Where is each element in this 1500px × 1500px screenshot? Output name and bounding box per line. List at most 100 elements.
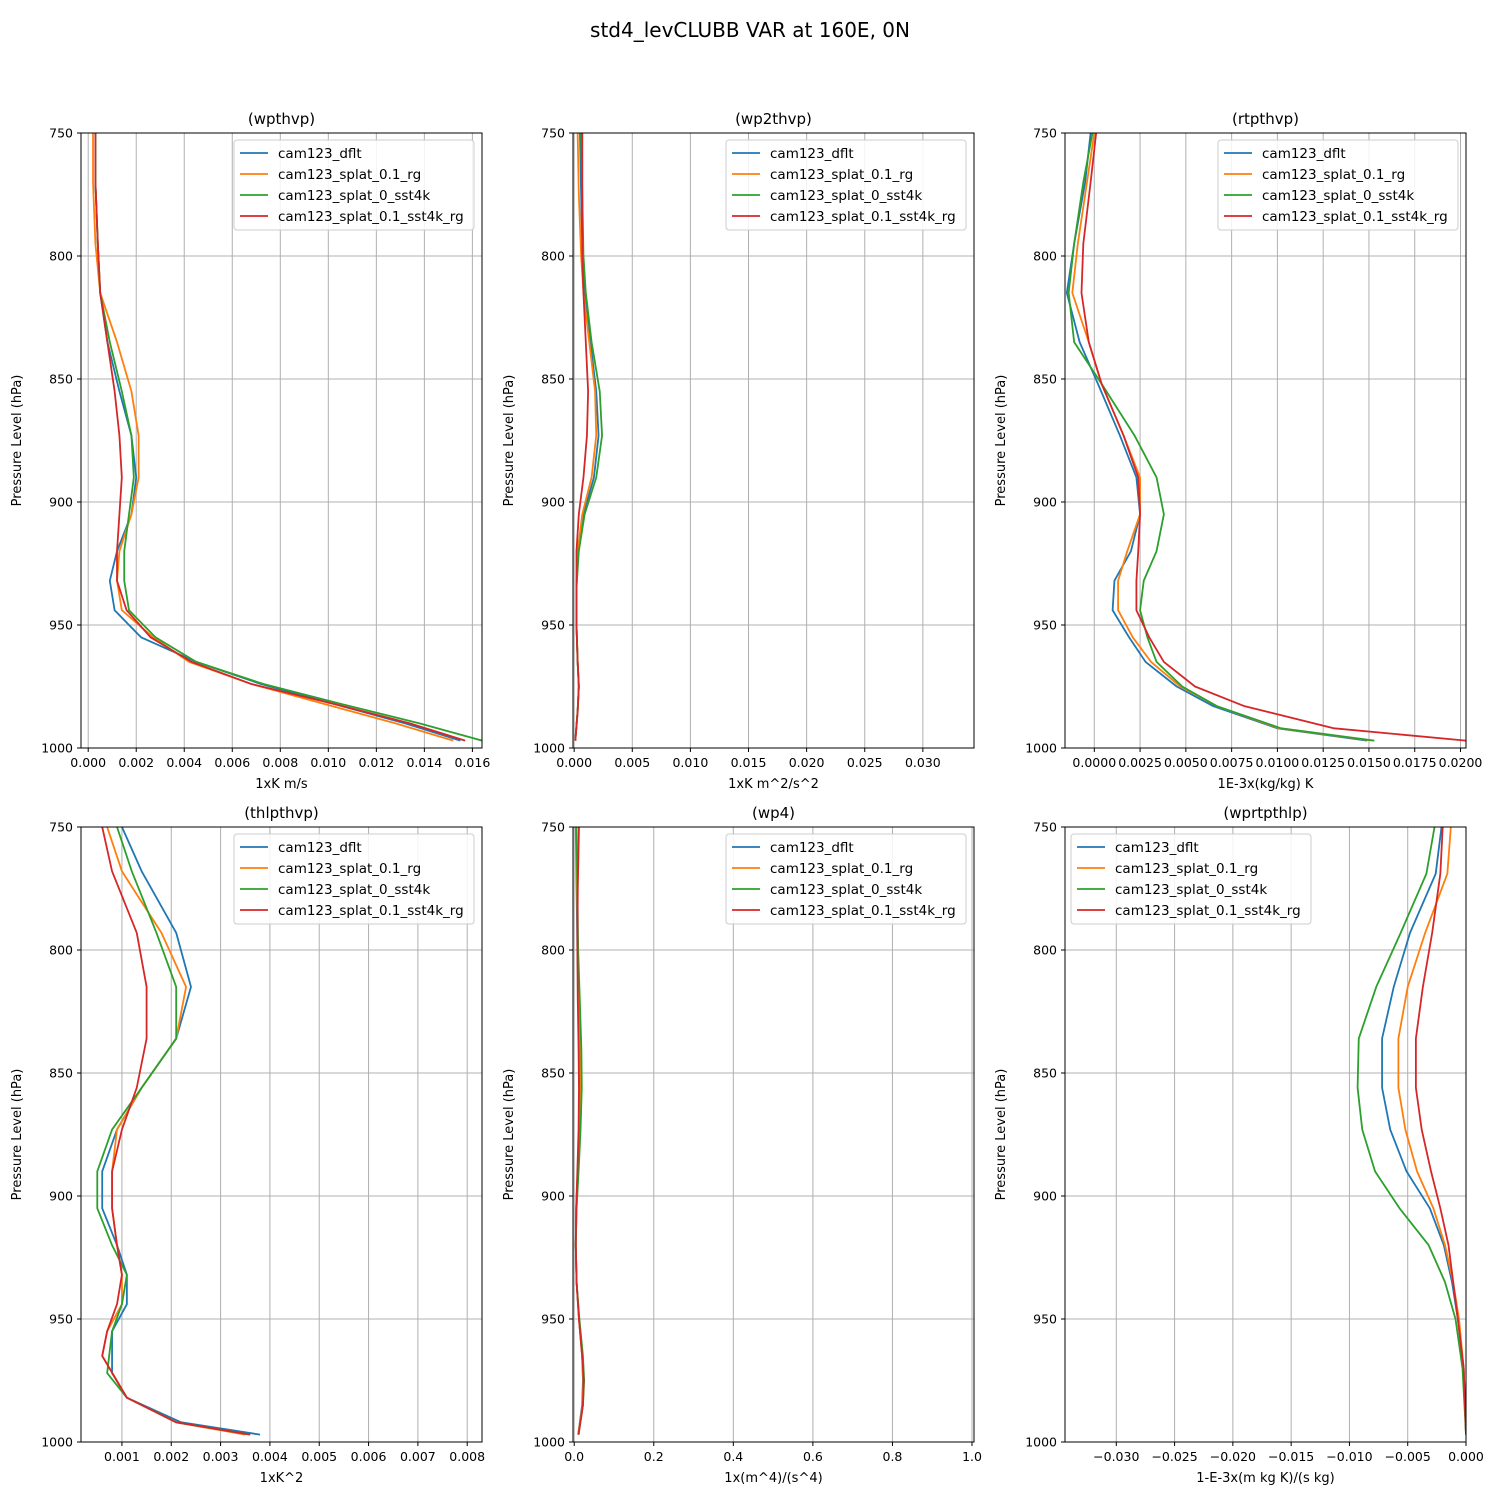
- x-tick-label: 0.003: [203, 1449, 239, 1464]
- x-tick-label: 0.010: [310, 755, 346, 770]
- y-tick-label: 950: [1033, 1312, 1057, 1327]
- legend: cam123_dflt cam123_splat_0.1_rg cam123_spl…: [1217, 139, 1459, 231]
- x-axis-label: 1E-3x(kg/kg) K: [1218, 777, 1314, 792]
- y-tick-label: 1000: [1025, 1435, 1057, 1450]
- y-tick-label: 750: [541, 820, 565, 835]
- panel-2: 0.000 0.005 0.010 0.015 0.020 0.025 0.030 750 80…: [502, 110, 975, 792]
- legend-label: cam123_splat_0.1_sst4k_rg: [770, 903, 956, 919]
- panel-title: (wprtpthlp): [1223, 804, 1307, 822]
- x-axis-label: 1x(m^4)/(s^4): [724, 1471, 822, 1486]
- axes-frame: [1064, 132, 1467, 749]
- legend-label: cam123_splat_0.1_rg: [278, 167, 421, 183]
- panel-6: −0.030 −0.025 −0.020 −0.015 −0.010 −0.005 0.00…: [994, 804, 1484, 1486]
- legend-label: cam123_splat_0_sst4k: [278, 882, 430, 898]
- legend-label: cam123_dflt: [1262, 146, 1346, 162]
- y-tick-label: 1000: [533, 1435, 565, 1450]
- legend: cam123_dflt cam123_splat_0.1_rg cam123_spl…: [1070, 833, 1312, 925]
- y-tick-label: 750: [1033, 820, 1057, 835]
- legend-label: cam123_dflt: [278, 146, 362, 162]
- series-line-1: [1381, 827, 1466, 1435]
- legend: cam123_dflt cam123_splat_0.1_rg cam123_spl…: [233, 139, 475, 231]
- panel-5: 0.0 0.2 0.4 0.6 0.8 1.0 750 800 850 900 950 1000 (wp…: [502, 804, 982, 1486]
- legend-label: cam123_dflt: [1115, 840, 1199, 856]
- y-tick-label: 850: [1033, 1066, 1057, 1081]
- panel-1: 0.000 0.002 0.004 0.006 0.008 0.010 0.012 0.014…: [10, 110, 490, 792]
- y-tick-label: 950: [541, 1312, 565, 1327]
- x-axis-label: 1xK m/s: [255, 777, 308, 792]
- y-tick-label: 850: [541, 372, 565, 387]
- panel-title: (wp2thvp): [735, 110, 812, 128]
- series-line-4: [1414, 827, 1466, 1435]
- y-tick-label: 800: [541, 249, 565, 264]
- y-tick-label: 800: [541, 943, 565, 958]
- legend: cam123_dflt cam123_splat_0.1_rg cam123_spl…: [233, 833, 475, 925]
- legend-label: cam123_splat_0.1_sst4k_rg: [1262, 209, 1448, 225]
- x-tick-label: 0.004: [252, 1449, 288, 1464]
- y-tick-label: 850: [49, 372, 73, 387]
- series-group: [574, 133, 603, 741]
- x-tick-label: 0.020: [789, 755, 825, 770]
- legend-label: cam123_splat_0.1_sst4k_rg: [278, 903, 464, 919]
- series-group: [1065, 133, 1466, 742]
- legend-box: [725, 139, 967, 231]
- y-tick-label: 950: [49, 1312, 73, 1327]
- y-tick-label: 900: [1033, 495, 1057, 510]
- x-tick-label: 0.006: [214, 755, 250, 770]
- legend-label: cam123_splat_0.1_rg: [1262, 167, 1405, 183]
- legend-label: cam123_splat_0_sst4k: [770, 188, 922, 204]
- x-tick-label: 0.012: [358, 755, 394, 770]
- y-tick-label: 1000: [1025, 741, 1057, 756]
- panel-title: (wpthvp): [248, 110, 315, 128]
- x-tick-label: 0.016: [454, 755, 490, 770]
- series-line-2: [574, 133, 598, 741]
- x-tick-label: 0.0000: [1072, 755, 1116, 770]
- x-tick-label: 0.002: [153, 1449, 189, 1464]
- y-tick-label: 1000: [41, 741, 73, 756]
- legend-label: cam123_dflt: [770, 146, 854, 162]
- y-tick-label: 900: [1033, 1189, 1057, 1204]
- x-tick-label: −0.025: [1151, 1449, 1197, 1464]
- panel-title: (thlpthvp): [244, 804, 319, 822]
- legend-box: [725, 833, 967, 925]
- y-tick-label: 850: [1033, 372, 1057, 387]
- series-line-2: [1397, 827, 1466, 1435]
- series-line-3: [1067, 133, 1375, 742]
- panel-4: 0.001 0.002 0.003 0.004 0.005 0.006 0.007 0.008…: [10, 804, 485, 1486]
- x-tick-label: 0.0: [564, 1449, 584, 1464]
- series-group: [1356, 827, 1466, 1435]
- x-tick-label: −0.015: [1268, 1449, 1314, 1464]
- series-line-4: [1080, 133, 1466, 742]
- x-tick-label: 0.0025: [1118, 755, 1162, 770]
- y-tick-label: 850: [49, 1066, 73, 1081]
- x-axis-label: 1xK m^2/s^2: [728, 777, 819, 792]
- y-tick-label: 900: [49, 495, 73, 510]
- y-tick-label: 800: [49, 249, 73, 264]
- legend-label: cam123_splat_0_sst4k: [1115, 882, 1267, 898]
- legend-label: cam123_splat_0.1_sst4k_rg: [770, 209, 956, 225]
- x-tick-label: −0.020: [1210, 1449, 1256, 1464]
- y-tick-label: 850: [541, 1066, 565, 1081]
- x-tick-label: 0.0175: [1393, 755, 1437, 770]
- x-axis-label: 1-E-3x(m kg K)/(s kg): [1196, 1471, 1334, 1486]
- y-axis-label: Pressure Level (hPa): [994, 375, 1009, 507]
- x-tick-label: 0.000: [70, 755, 106, 770]
- y-tick-label: 800: [1033, 943, 1057, 958]
- legend-label: cam123_splat_0.1_sst4k_rg: [1115, 903, 1301, 919]
- y-tick-label: 950: [1033, 618, 1057, 633]
- y-tick-label: 950: [49, 618, 73, 633]
- grid: [81, 132, 482, 749]
- y-tick-label: 800: [49, 943, 73, 958]
- series-line-1: [1065, 133, 1368, 742]
- legend-box: [233, 833, 475, 925]
- figure-title: std4_levCLUBB VAR at 160E, 0N: [590, 18, 910, 42]
- axes-frame: [1064, 826, 1467, 1443]
- x-tick-label: 0.006: [351, 1449, 387, 1464]
- series-group: [574, 827, 586, 1435]
- axes-frame: [572, 132, 975, 749]
- legend-label: cam123_splat_0_sst4k: [278, 188, 430, 204]
- x-tick-label: 0.002: [118, 755, 154, 770]
- y-tick-label: 1000: [41, 1435, 73, 1450]
- x-tick-label: 0.015: [731, 755, 767, 770]
- y-axis-label: Pressure Level (hPa): [994, 1069, 1009, 1201]
- x-tick-label: 0.000: [556, 755, 592, 770]
